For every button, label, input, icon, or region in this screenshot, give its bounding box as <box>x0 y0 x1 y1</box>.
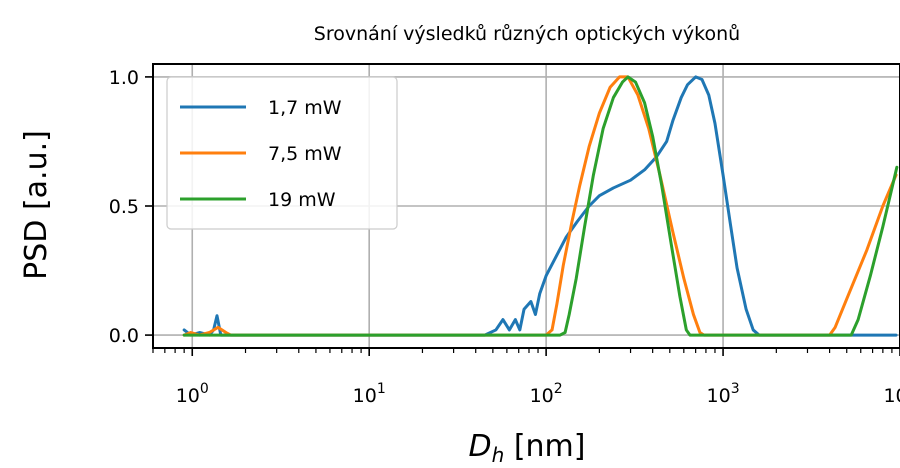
chart-title: Srovnání výsledků různých optických výko… <box>314 23 740 45</box>
x-tick-label-0: 100 <box>176 381 209 407</box>
axis-ticks: 100 101 102 103 104 0.0 0.5 1.0 <box>109 67 900 407</box>
x-tick-label-4: 104 <box>883 381 900 407</box>
series-line-2 <box>182 75 899 337</box>
legend: 1,7 mW 7,5 mW 19 mW <box>166 76 398 230</box>
x-axis-label-unit: [nm] <box>504 429 585 464</box>
legend-box <box>166 76 398 230</box>
y-axis-label: PSD [a.u.] <box>19 130 54 280</box>
y-tick-label-1: 0.5 <box>109 196 139 218</box>
x-axis-label-subscript: h <box>492 443 505 467</box>
legend-label-7-5mw: 7,5 mW <box>268 143 342 165</box>
x-tick-label-1: 101 <box>353 381 386 407</box>
x-axis-label: Dh [nm] <box>469 429 586 467</box>
x-axis-label-main: D <box>469 429 492 464</box>
series-lines <box>182 75 899 337</box>
legend-label-19mw: 19 mW <box>268 189 336 211</box>
x-tick-label-2: 102 <box>530 381 563 407</box>
y-tick-label-2: 1.0 <box>109 67 139 89</box>
y-tick-label-0: 0.0 <box>109 325 139 347</box>
legend-label-1-7mw: 1,7 mW <box>268 97 342 119</box>
x-tick-label-3: 103 <box>707 381 740 407</box>
